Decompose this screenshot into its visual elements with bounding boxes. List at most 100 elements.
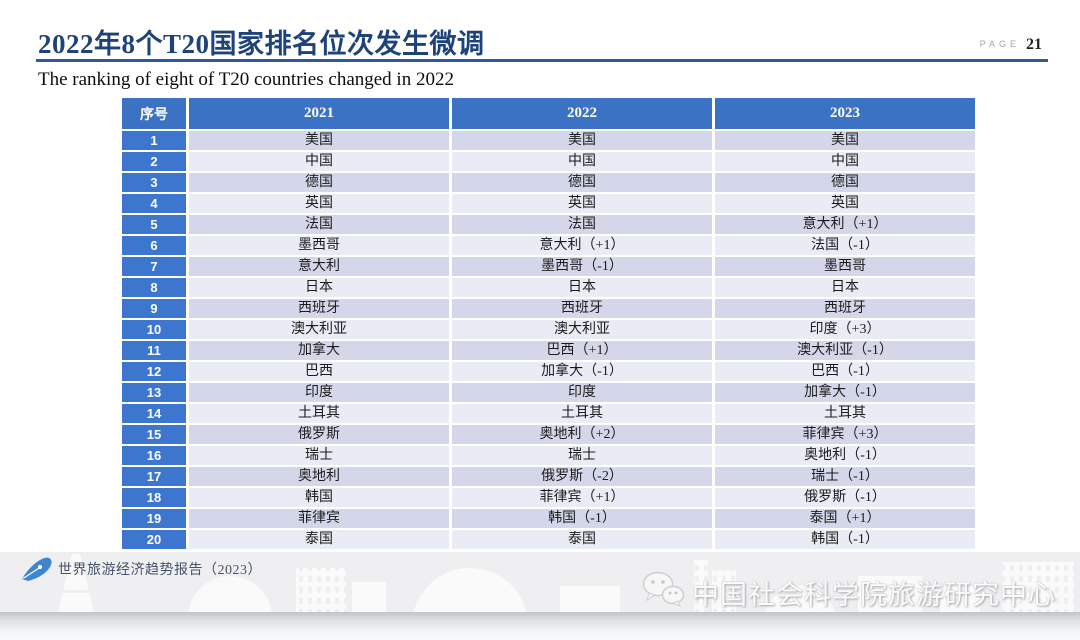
rank-cell: 6 xyxy=(122,236,186,255)
table-row: 2 中国 中国 中国 xyxy=(122,152,975,171)
page-title: 2022年8个T20国家排名位次发生微调 xyxy=(38,29,485,59)
page-label: PAGE xyxy=(979,39,1020,49)
column-header-index: 序号 xyxy=(122,98,186,129)
country-cell-2022: 日本 xyxy=(452,278,712,297)
table-row: 16 瑞士 瑞士 奥地利（-1） xyxy=(122,446,975,465)
country-cell-2021: 墨西哥 xyxy=(189,236,449,255)
country-cell-2022: 印度 xyxy=(452,383,712,402)
country-cell-2021: 加拿大 xyxy=(189,341,449,360)
country-cell-2021: 菲律宾 xyxy=(189,509,449,528)
country-cell-2023: 德国 xyxy=(715,173,975,192)
table-row: 13 印度 印度 加拿大（-1） xyxy=(122,383,975,402)
country-cell-2021: 瑞士 xyxy=(189,446,449,465)
country-cell-2023: 俄罗斯（-1） xyxy=(715,488,975,507)
rank-cell: 10 xyxy=(122,320,186,339)
country-cell-2022: 德国 xyxy=(452,173,712,192)
table-row: 6 墨西哥 意大利（+1） 法国（-1） xyxy=(122,236,975,255)
table-row: 4 英国 英国 英国 xyxy=(122,194,975,213)
country-cell-2023: 泰国（+1） xyxy=(715,509,975,528)
country-cell-2022: 巴西（+1） xyxy=(452,341,712,360)
table-row: 17 奥地利 俄罗斯（-2） 瑞士（-1） xyxy=(122,467,975,486)
country-cell-2021: 印度 xyxy=(189,383,449,402)
country-cell-2021: 俄罗斯 xyxy=(189,425,449,444)
rank-cell: 5 xyxy=(122,215,186,234)
table-row: 12 巴西 加拿大（-1） 巴西（-1） xyxy=(122,362,975,381)
rank-cell: 1 xyxy=(122,131,186,150)
country-cell-2023: 韩国（-1） xyxy=(715,530,975,549)
country-cell-2021: 德国 xyxy=(189,173,449,192)
country-cell-2023: 巴西（-1） xyxy=(715,362,975,381)
country-cell-2023: 奥地利（-1） xyxy=(715,446,975,465)
rank-cell: 17 xyxy=(122,467,186,486)
country-cell-2023: 澳大利亚（-1） xyxy=(715,341,975,360)
country-cell-2021: 法国 xyxy=(189,215,449,234)
slide-bottom-shadow xyxy=(0,612,1080,640)
country-cell-2022: 美国 xyxy=(452,131,712,150)
rank-cell: 7 xyxy=(122,257,186,276)
table-row: 10 澳大利亚 澳大利亚 印度（+3） xyxy=(122,320,975,339)
report-title-label: 世界旅游经济趋势报告（2023） xyxy=(58,563,262,578)
table-row: 19 菲律宾 韩国（-1） 泰国（+1） xyxy=(122,509,975,528)
rank-cell: 14 xyxy=(122,404,186,423)
table-row: 7 意大利 墨西哥（-1） 墨西哥 xyxy=(122,257,975,276)
country-cell-2022: 中国 xyxy=(452,152,712,171)
country-cell-2022: 法国 xyxy=(452,215,712,234)
column-header-2021: 2021 xyxy=(189,98,449,129)
country-cell-2023: 中国 xyxy=(715,152,975,171)
page-indicator: PAGE 21 xyxy=(980,36,1042,54)
country-cell-2023: 美国 xyxy=(715,131,975,150)
country-cell-2022: 意大利（+1） xyxy=(452,236,712,255)
table-row: 9 西班牙 西班牙 西班牙 xyxy=(122,299,975,318)
column-header-2022: 2022 xyxy=(452,98,712,129)
page-subtitle: The ranking of eight of T20 countries ch… xyxy=(38,69,454,90)
column-header-2023: 2023 xyxy=(715,98,975,129)
country-cell-2023: 西班牙 xyxy=(715,299,975,318)
rank-cell: 9 xyxy=(122,299,186,318)
title-underline xyxy=(36,59,1048,62)
rank-cell: 3 xyxy=(122,173,186,192)
rank-cell: 15 xyxy=(122,425,186,444)
country-cell-2022: 加拿大（-1） xyxy=(452,362,712,381)
country-cell-2021: 巴西 xyxy=(189,362,449,381)
table-row: 15 俄罗斯 奥地利（+2） 菲律宾（+3） xyxy=(122,425,975,444)
country-cell-2021: 泰国 xyxy=(189,530,449,549)
table-row: 5 法国 法国 意大利（+1） xyxy=(122,215,975,234)
country-cell-2021: 澳大利亚 xyxy=(189,320,449,339)
country-cell-2023: 法国（-1） xyxy=(715,236,975,255)
country-cell-2021: 奥地利 xyxy=(189,467,449,486)
country-cell-2022: 奥地利（+2） xyxy=(452,425,712,444)
rank-cell: 16 xyxy=(122,446,186,465)
country-cell-2021: 意大利 xyxy=(189,257,449,276)
country-cell-2021: 土耳其 xyxy=(189,404,449,423)
country-cell-2022: 瑞士 xyxy=(452,446,712,465)
country-cell-2023: 意大利（+1） xyxy=(715,215,975,234)
rank-cell: 11 xyxy=(122,341,186,360)
country-cell-2022: 菲律宾（+1） xyxy=(452,488,712,507)
country-cell-2023: 印度（+3） xyxy=(715,320,975,339)
table-row: 20 泰国 泰国 韩国（-1） xyxy=(122,530,975,549)
table-header-row: 序号 2021 2022 2023 xyxy=(122,98,975,129)
country-cell-2023: 土耳其 xyxy=(715,404,975,423)
rank-cell: 4 xyxy=(122,194,186,213)
country-cell-2022: 英国 xyxy=(452,194,712,213)
country-cell-2021: 英国 xyxy=(189,194,449,213)
country-cell-2022: 西班牙 xyxy=(452,299,712,318)
country-cell-2022: 泰国 xyxy=(452,530,712,549)
rank-cell: 20 xyxy=(122,530,186,549)
country-cell-2022: 俄罗斯（-2） xyxy=(452,467,712,486)
table-row: 11 加拿大 巴西（+1） 澳大利亚（-1） xyxy=(122,341,975,360)
table-row: 18 韩国 菲律宾（+1） 俄罗斯（-1） xyxy=(122,488,975,507)
pen-nib-icon xyxy=(20,555,54,583)
country-cell-2022: 澳大利亚 xyxy=(452,320,712,339)
rank-cell: 12 xyxy=(122,362,186,381)
page-number: 21 xyxy=(1026,36,1042,53)
rank-cell: 2 xyxy=(122,152,186,171)
country-cell-2023: 日本 xyxy=(715,278,975,297)
country-cell-2021: 西班牙 xyxy=(189,299,449,318)
table-row: 14 土耳其 土耳其 土耳其 xyxy=(122,404,975,423)
wechat-icon xyxy=(640,570,686,608)
country-cell-2021: 美国 xyxy=(189,131,449,150)
rank-cell: 8 xyxy=(122,278,186,297)
country-cell-2023: 墨西哥 xyxy=(715,257,975,276)
